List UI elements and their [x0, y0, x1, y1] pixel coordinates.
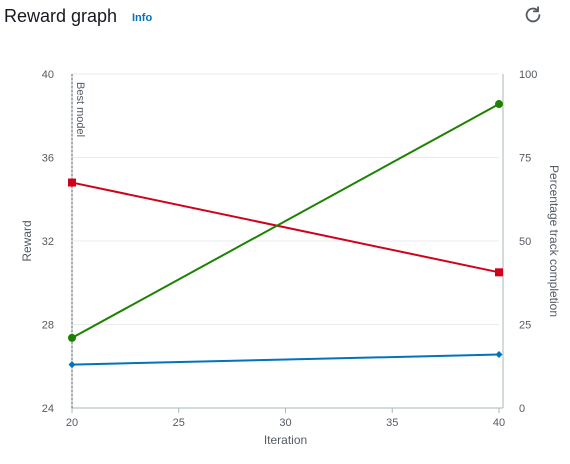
y-tick-label: 36 [42, 153, 54, 165]
y-tick-labels: 24 28 32 36 40 [42, 69, 54, 415]
y2-tick-labels: 0 25 50 75 100 [519, 69, 537, 415]
series-line [71, 353, 500, 366]
chart-header: Reward graph Info [4, 0, 566, 36]
diamond-marker [68, 361, 76, 369]
x-tick-label: 20 [66, 417, 78, 429]
x-tick-label: 40 [493, 417, 505, 429]
circle-marker [495, 100, 503, 109]
refresh-icon [525, 6, 541, 23]
x-tick-label: 25 [173, 417, 185, 429]
y2-tick-label: 25 [519, 320, 531, 332]
x-axis-title: Iteration [264, 433, 307, 447]
series-line [71, 181, 500, 274]
annotations: Best model [71, 74, 86, 408]
square-marker [495, 268, 503, 277]
y2-tick-label: 75 [519, 153, 531, 165]
refresh-button[interactable] [522, 4, 544, 26]
series-group [68, 100, 503, 369]
y-tick-label: 24 [42, 403, 54, 415]
best-model-label: Best model [74, 82, 86, 137]
info-link[interactable]: Info [132, 12, 153, 24]
y-tick-label: 40 [42, 69, 54, 81]
y-tick-label: 28 [42, 320, 54, 332]
square-marker [68, 178, 76, 187]
y2-tick-label: 0 [519, 403, 525, 415]
circle-marker [68, 333, 76, 342]
y-axis-title: Reward [20, 220, 34, 261]
x-tick-label: 35 [386, 417, 398, 429]
diamond-marker [495, 351, 503, 359]
y2-tick-label: 100 [519, 69, 537, 81]
page-title: Reward graph [4, 6, 118, 26]
y2-axis-title: Percentage track completion [547, 165, 561, 317]
x-tick-labels: 20 25 30 35 40 [66, 408, 505, 429]
y-tick-label: 32 [42, 236, 54, 248]
grid-lines [72, 73, 499, 325]
series-line [71, 103, 500, 339]
y2-tick-label: 50 [519, 236, 531, 248]
x-tick-label: 30 [279, 417, 291, 429]
